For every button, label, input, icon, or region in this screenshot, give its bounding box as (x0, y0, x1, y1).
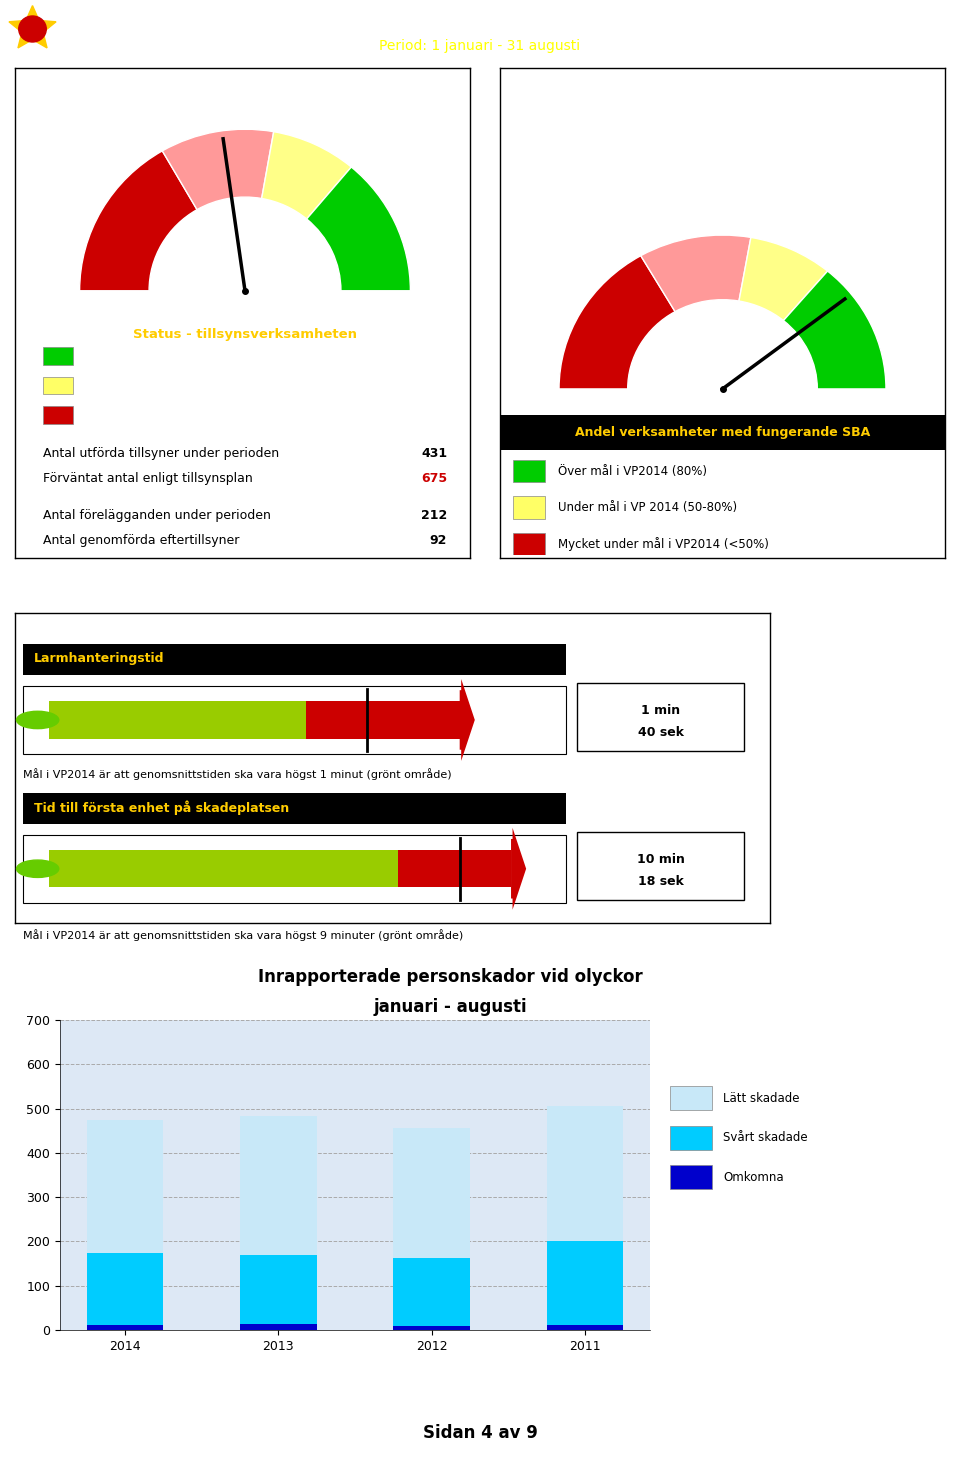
Text: Tid till första enhet på skadeplatsen: Tid till första enhet på skadeplatsen (34, 800, 289, 814)
Text: 10 min: 10 min (636, 852, 684, 865)
Text: Antal tillsyner är något färre än nivån i tillsynsplanen: Antal tillsyner är något färre än nivån … (82, 379, 371, 392)
Text: Tider vid insats - Prio 1: Tider vid insats - Prio 1 (275, 586, 510, 603)
Text: 675: 675 (421, 472, 447, 485)
Text: Antal förelägganden under perioden: Antal förelägganden under perioden (43, 508, 271, 522)
Bar (500, 415, 945, 450)
Text: Antal tillsyner understiger nivån i tillsynsplanen: Antal tillsyner understiger nivån i till… (82, 409, 342, 421)
Bar (394, 1128, 470, 1259)
Bar (22, 835, 566, 903)
Bar (514, 497, 544, 519)
Bar (240, 1116, 317, 1254)
Text: Mål i VP2014 är att genomsnittstiden ska vara högst 9 minuter (grönt område): Mål i VP2014 är att genomsnittstiden ska… (22, 930, 463, 941)
Text: 18 sek: 18 sek (637, 874, 684, 887)
Bar (240, 1254, 317, 1324)
Text: Larmhanteringstid: Larmhanteringstid (34, 653, 164, 666)
Bar (240, 1324, 317, 1330)
Polygon shape (9, 6, 56, 48)
Bar (43, 347, 73, 364)
Wedge shape (640, 235, 751, 312)
Bar (49, 849, 398, 887)
Text: Antal genomförda eftertillsyner: Antal genomförda eftertillsyner (43, 533, 239, 546)
Bar (43, 407, 73, 424)
Wedge shape (80, 152, 197, 291)
Text: Mycket under mål i VP2014 (<50%): Mycket under mål i VP2014 (<50%) (558, 536, 769, 551)
Text: Uppföljning Sbff - Verksamhetsplan 2014: Uppföljning Sbff - Verksamhetsplan 2014 (238, 10, 722, 31)
Circle shape (19, 16, 46, 42)
Text: Andel verksamheter med fungerande SBA: Andel verksamheter med fungerande SBA (575, 425, 870, 439)
Text: Omkomna: Omkomna (723, 1171, 783, 1183)
Bar (43, 376, 73, 395)
Text: Mål i VP2014 är att genomsnittstiden ska vara högst 1 minut (grönt område): Mål i VP2014 är att genomsnittstiden ska… (22, 768, 451, 779)
Text: Tillsyn: Tillsyn (209, 79, 276, 96)
Wedge shape (783, 271, 886, 389)
Text: Period: 1 januari - 31 augusti: Period: 1 januari - 31 augusti (379, 39, 581, 54)
Text: Förväntat antal enligt tillsynsplan: Förväntat antal enligt tillsynsplan (43, 472, 252, 485)
Bar (49, 701, 305, 739)
Text: Antal tillsyner är i nivå med tillsynsplanen: Antal tillsyner är i nivå med tillsynspl… (82, 350, 310, 361)
Text: 40 sek: 40 sek (637, 726, 684, 739)
Text: Svårt skadade: Svårt skadade (723, 1131, 807, 1144)
Bar (546, 1241, 623, 1324)
Bar (514, 460, 544, 482)
Text: Antal utförda tillsyner under perioden: Antal utförda tillsyner under perioden (43, 447, 279, 460)
Bar (394, 1259, 470, 1326)
Bar (86, 1324, 163, 1330)
Text: SBA-värdering: SBA-värdering (649, 185, 796, 203)
Text: januari - augusti: januari - augusti (373, 998, 527, 1016)
Wedge shape (739, 237, 828, 321)
Bar (22, 644, 566, 675)
Text: 92: 92 (430, 533, 447, 546)
Text: 431: 431 (421, 447, 447, 460)
Bar (670, 1126, 712, 1150)
Text: Sidan 4 av 9: Sidan 4 av 9 (422, 1423, 538, 1441)
Bar (86, 1120, 163, 1253)
Wedge shape (162, 130, 274, 210)
Bar (86, 1253, 163, 1324)
Bar (305, 701, 460, 739)
Text: 1 min: 1 min (641, 704, 680, 717)
Circle shape (16, 711, 59, 728)
Bar (514, 533, 544, 555)
Text: Under mål i VP 2014 (50-80%): Under mål i VP 2014 (50-80%) (558, 501, 737, 514)
FancyArrow shape (511, 828, 526, 909)
Wedge shape (559, 255, 675, 389)
Bar (22, 793, 566, 823)
Text: Status - tillsynsverksamheten: Status - tillsynsverksamheten (133, 328, 357, 341)
Text: Över mål i VP2014 (80%): Över mål i VP2014 (80%) (558, 465, 707, 478)
Bar (578, 683, 744, 750)
Bar (578, 832, 744, 900)
Bar (546, 1106, 623, 1241)
Bar (398, 849, 511, 887)
Circle shape (16, 860, 59, 877)
Wedge shape (306, 168, 410, 291)
Wedge shape (262, 131, 351, 219)
Text: Inrapporterade personskador vid olyckor: Inrapporterade personskador vid olyckor (257, 967, 642, 985)
Bar (546, 1324, 623, 1330)
FancyArrow shape (460, 679, 475, 761)
Text: Lätt skadade: Lätt skadade (723, 1091, 800, 1104)
Bar (670, 1166, 712, 1189)
Bar (22, 686, 566, 755)
Bar (394, 1326, 470, 1330)
Bar (670, 1085, 712, 1110)
Text: 212: 212 (420, 508, 447, 522)
